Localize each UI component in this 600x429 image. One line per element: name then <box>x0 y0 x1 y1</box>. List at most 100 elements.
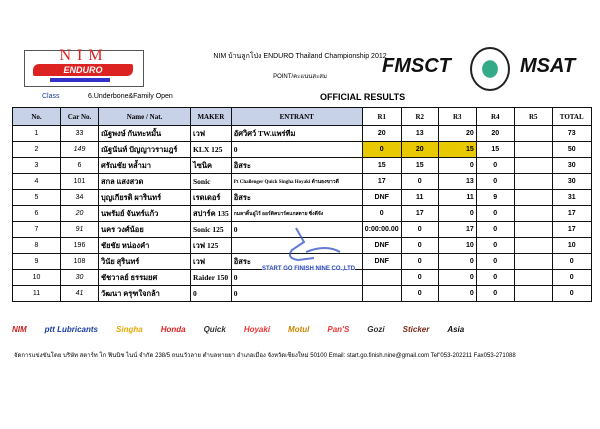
cell-r1: 0 <box>361 141 402 158</box>
cell-entrant: 0 <box>230 141 363 158</box>
cell-entrant: กมลาดิ้นอู่ไร้ ออร์ดิคบาร์ตแกสตาย ซิ่งดี… <box>230 205 363 222</box>
cell-name: นพรัมย์ จันทร์แก้ว <box>98 205 191 222</box>
cell-entrant: 0 <box>230 285 363 302</box>
sponsor-logo: Gozi <box>367 324 385 334</box>
cell-total: 0 <box>551 253 592 270</box>
cell-entrant: Pt Challenger Quick Singha Hoyaki ด้านธง… <box>230 173 363 190</box>
class-value: 6.Underbone&Family Open <box>88 93 173 100</box>
table-row: 3 6 ศรัณชัย หล้ำมา ไซนิค อิสระ 15 15 0 0 30 <box>12 157 592 174</box>
cell-entrant: อัศวิศว์ TW.แพร่ทีม <box>230 125 363 142</box>
cell-name: ณัฐพงษ์ กันทะหมั้น <box>98 125 191 142</box>
cell-maker: Sonic 125 <box>190 221 232 238</box>
cell-maker: สปาร์ค 135 <box>190 205 232 222</box>
cell-maker: Sonic <box>190 173 232 190</box>
cell-total: 30 <box>551 173 592 190</box>
cell-total: 73 <box>551 125 592 142</box>
cell-r5 <box>513 221 553 238</box>
cell-entrant: อิสระ <box>230 189 363 206</box>
column-header: ENTRANT <box>230 107 363 126</box>
cell-r2: 0 <box>400 237 439 254</box>
table-row: 2 149 ณัฐนันท์ ปัญญาวรามฎร์ KLX 125 0 0 20 15 15… <box>12 141 592 158</box>
cell-car: 108 <box>60 253 99 270</box>
cell-car: 101 <box>60 173 99 190</box>
column-header: R4 <box>475 107 515 126</box>
cell-r2: 0 <box>400 173 439 190</box>
cell-car: 91 <box>60 221 99 238</box>
cell-r1: DNF <box>361 189 402 206</box>
cell-r2: 13 <box>400 125 439 142</box>
cell-r3: 10 <box>437 237 477 254</box>
cell-car: 6 <box>60 157 99 174</box>
cell-r2: 0 <box>400 285 439 302</box>
cell-r1: DNF <box>361 253 402 270</box>
sponsor-logo: Pan'S <box>327 324 350 334</box>
cell-name: วินัย สุรินทร์ <box>98 253 191 270</box>
cell-r1 <box>361 269 402 286</box>
results-table: No. Car No. Name / Nat. MAKER ENTRANT R1 R2 R3 R… <box>12 107 592 302</box>
cell-name: ชัยชัย หน่องคำ <box>98 237 191 254</box>
cell-car: 34 <box>60 189 99 206</box>
column-header: MAKER <box>190 107 232 126</box>
cell-r1: 15 <box>361 157 402 174</box>
event-title: NIM บ้านลูกโป่ง ENDURO Thailand Champion… <box>213 53 387 60</box>
cell-r5 <box>513 237 553 254</box>
cell-name: ศรัณชัย หล้ำมา <box>98 157 191 174</box>
cell-car: 33 <box>60 125 99 142</box>
cell-r4: 0 <box>475 285 515 302</box>
cell-maker: เวฟ <box>190 253 232 270</box>
cell-no: 8 <box>12 237 61 254</box>
cell-r4: 0 <box>475 173 515 190</box>
cell-r4: 0 <box>475 221 515 238</box>
nim-enduro-logo: NIM ENDURO <box>24 47 144 87</box>
cell-r3: 0 <box>437 205 477 222</box>
column-header: R5 <box>513 107 553 126</box>
cell-no: 7 <box>12 221 61 238</box>
cell-r4: 0 <box>475 157 515 174</box>
cell-r2: 15 <box>400 157 439 174</box>
cell-car: 30 <box>60 269 99 286</box>
cell-name: ชัชวาลย์ ธรรมยศ <box>98 269 191 286</box>
cell-maker: KLX 125 <box>190 141 232 158</box>
cell-name: บุญเกียรติ ผารินทร์ <box>98 189 191 206</box>
cell-car: 196 <box>60 237 99 254</box>
cell-r2: 0 <box>400 253 439 270</box>
sponsor-logo: Sticker <box>402 324 430 334</box>
cell-r5 <box>513 253 553 270</box>
cell-name: สกล แสงสวด <box>98 173 191 190</box>
table-row: 4 101 สกล แสงสวด Sonic Pt Challenger Quick S… <box>12 173 592 190</box>
cell-name: ณัฐนันท์ ปัญญาวรามฎร์ <box>98 141 191 158</box>
cell-r2: 11 <box>400 189 439 206</box>
table-row: 6 20 นพรัมย์ จันทร์แก้ว สปาร์ค 135 กมลาดิ้นอ… <box>12 205 592 222</box>
cell-r4: 0 <box>475 253 515 270</box>
cell-maker: เรดเดอร์ <box>190 189 232 206</box>
cell-r1: 0:00:00.00 <box>361 221 402 238</box>
cell-r4: 9 <box>475 189 515 206</box>
cell-r4: 0 <box>475 205 515 222</box>
cell-car: 149 <box>60 141 99 158</box>
subtitle: POINT/คะแนนสะสม <box>273 74 327 80</box>
table-row: 7 91 นคร วงศ์น้อย Sonic 125 0 0:00:00.00 0 17 0 1… <box>12 221 592 238</box>
cell-r5 <box>513 205 553 222</box>
stamp-text: START GO FINISH NINE CO.,LTD <box>262 266 356 272</box>
cell-r3: 20 <box>437 125 477 142</box>
stamp-drawing <box>289 227 341 262</box>
column-header: TOTAL <box>551 107 592 126</box>
cell-r3: 0 <box>437 285 477 302</box>
cell-no: 11 <box>12 285 61 302</box>
sponsor-logo: ptt Lubricants <box>44 324 99 334</box>
msat-logo: MSAT <box>520 55 576 77</box>
sponsor-logo: Honda <box>160 324 186 334</box>
cell-car: 41 <box>60 285 99 302</box>
sponsor-logos: NIM ptt Lubricants Singha Honda Quick Hoyaki M… <box>12 316 592 342</box>
association-seal-logo <box>470 47 510 91</box>
cell-r5 <box>513 173 553 190</box>
cell-r1: 20 <box>361 125 402 142</box>
cell-no: 3 <box>12 157 61 174</box>
table-row: 9 108 วินัย สุรินทร์ เวฟ อิสระ DNF 0 0 0 0 <box>12 253 592 270</box>
sponsor-logo: Motul <box>288 324 310 334</box>
cell-r2: 0 <box>400 269 439 286</box>
cell-r3: 15 <box>437 141 477 158</box>
cell-total: 17 <box>551 221 592 238</box>
cell-maker: ไซนิค <box>190 157 232 174</box>
cell-maker: เวฟ <box>190 125 232 142</box>
